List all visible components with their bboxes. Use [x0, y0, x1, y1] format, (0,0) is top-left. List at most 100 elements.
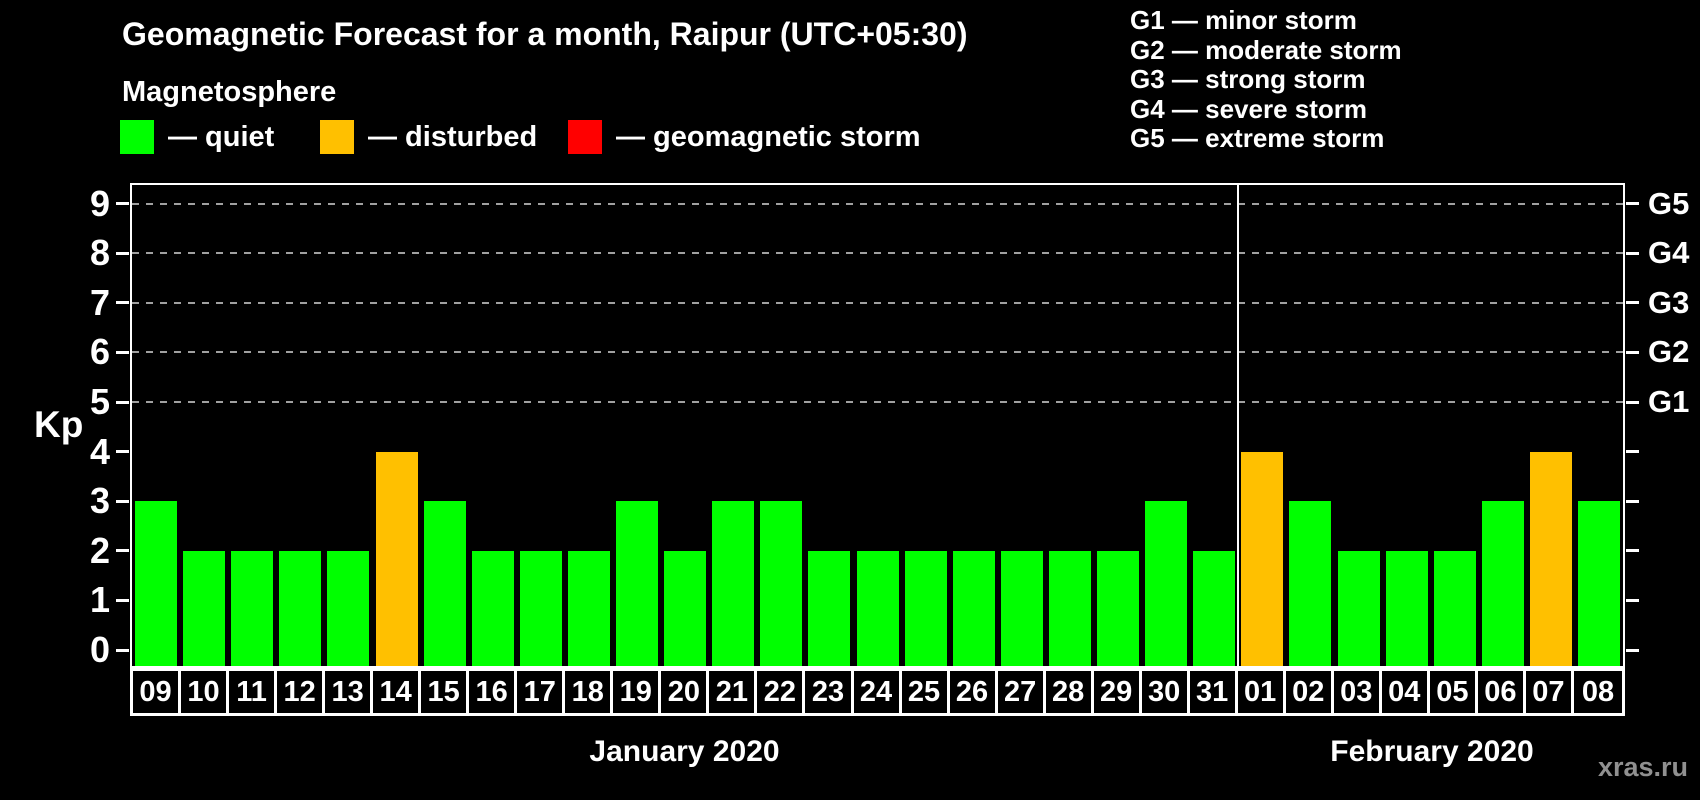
storm-scale-item-g3: G3 — strong storm	[1130, 64, 1366, 94]
day-label-30: 30	[1142, 671, 1190, 713]
day-label-16: 16	[469, 671, 518, 713]
g-scale-label-g2: G2	[1648, 334, 1690, 370]
storm-scale-item-g4: G4 — severe storm	[1130, 93, 1368, 124]
kp-bar-day-26	[952, 550, 995, 666]
gridline-kp5	[132, 401, 1623, 403]
y-axis-label-5: 5	[89, 381, 110, 422]
kp-bar-day-13	[327, 550, 370, 666]
y-axis-tick-left-6	[116, 350, 129, 354]
storm-scale-item-g1: G1 — minor storm	[1130, 5, 1357, 35]
kp-bar-day-22	[760, 501, 803, 666]
y-axis-tick-right-8	[1626, 251, 1639, 255]
day-label-28: 28	[1046, 671, 1094, 713]
day-label-15: 15	[421, 671, 470, 713]
page-title: Geomagnetic Forecast for a month, Raipur…	[122, 16, 968, 52]
day-label-13: 13	[325, 671, 374, 713]
day-label-19: 19	[613, 671, 662, 713]
y-axis-tick-right-6	[1626, 350, 1639, 354]
kp-bar-day-09	[135, 501, 177, 666]
kp-bar-day-17	[519, 550, 562, 666]
kp-bar-day-11	[231, 550, 274, 666]
kp-bar-day-16	[471, 550, 514, 666]
y-axis-tick-right-7	[1626, 301, 1639, 305]
y-axis-label-4: 4	[89, 430, 110, 472]
day-label-08: 08	[1581, 676, 1615, 708]
y-axis-tick-right-9	[1626, 202, 1639, 206]
kp-bar-day-12	[279, 550, 322, 666]
storm-scale-item-g5: G5 — extreme storm	[1130, 123, 1385, 153]
y-axis-tick-left-1	[116, 598, 129, 602]
disturbed-color-swatch	[320, 120, 354, 154]
y-axis-tick-left-8	[116, 251, 129, 255]
day-label-01: 01	[1238, 671, 1286, 713]
kp-bar-day-21	[712, 501, 755, 666]
y-axis-tick-left-4	[116, 450, 129, 454]
day-label-26: 26	[950, 671, 998, 713]
magnetosphere-label: Magnetosphere	[122, 76, 337, 108]
legend-item-disturbed: — disturbed	[320, 119, 537, 155]
day-label-24: 24	[854, 671, 902, 713]
kp-bar-day-02	[1289, 501, 1332, 666]
kp-bar-day-20	[664, 550, 707, 666]
kp-bar-day-06	[1481, 501, 1524, 666]
day-label-05: 05	[1430, 671, 1478, 713]
kp-bar-day-04	[1385, 550, 1428, 666]
day-label-10: 10	[181, 671, 229, 713]
y-axis-tick-right-2	[1626, 549, 1639, 553]
day-label-11: 11	[229, 671, 278, 713]
day-label-14: 14	[373, 671, 422, 713]
month-label-february: February 2020	[1330, 735, 1534, 768]
kp-bar-day-30	[1145, 501, 1188, 666]
x-axis-day-strip: 09 10 11 12 13 14 15 16 17 18 19 20 21 22 23 24 25 26 27 28…	[130, 668, 1625, 716]
kp-bar-day-28	[1048, 550, 1091, 666]
y-axis-label-3: 3	[89, 480, 110, 522]
day-label-02: 02	[1286, 671, 1334, 713]
gridline-kp7	[132, 301, 1623, 304]
storm-scale-legend: G1 — minor storm G2 — moderate storm G3 …	[1130, 5, 1402, 154]
y-axis-label-8: 8	[89, 232, 110, 274]
day-label-04: 04	[1382, 671, 1430, 713]
y-axis-tick-left-7	[116, 301, 129, 305]
watermark: xras.ru	[1597, 752, 1688, 782]
day-label-17: 17	[517, 671, 566, 713]
y-axis-tick-right-1	[1626, 598, 1639, 602]
gridline-kp9	[132, 202, 1623, 205]
kp-bar-day-15	[423, 501, 466, 666]
kp-bar-day-03	[1337, 550, 1380, 666]
day-label-07: 07	[1526, 671, 1574, 713]
kp-bar-day-01	[1241, 451, 1284, 666]
y-axis-tick-left-3	[116, 499, 129, 503]
y-axis-tick-left-0	[116, 648, 129, 652]
legend-label-disturbed: — disturbed	[368, 120, 538, 153]
kp-bar-day-29	[1097, 550, 1139, 666]
day-label-27: 27	[998, 671, 1046, 713]
day-label-22: 22	[757, 671, 806, 713]
kp-bar-day-19	[616, 501, 658, 666]
day-label-25: 25	[902, 671, 950, 713]
plot-area	[130, 183, 1625, 668]
y-axis-label-6: 6	[89, 331, 110, 373]
g-scale-label-g4: G4	[1648, 235, 1690, 271]
kp-bar-day-10	[183, 550, 226, 666]
y-axis-tick-right-4	[1626, 450, 1639, 454]
gridline-kp8	[132, 252, 1623, 255]
y-axis-tick-right-5	[1626, 400, 1639, 404]
legend-label-storm: — geomagnetic storm	[616, 120, 921, 153]
day-label-09: 09	[133, 671, 181, 713]
kp-bar-day-07	[1529, 451, 1572, 666]
day-label-06: 06	[1478, 671, 1526, 713]
kp-bar-day-27	[1000, 550, 1043, 666]
storm-color-swatch	[568, 120, 602, 154]
kp-bar-day-25	[904, 550, 947, 666]
y-axis-title: Kp	[34, 404, 84, 445]
y-axis-tick-left-5	[116, 400, 129, 404]
y-axis-tick-left-9	[116, 202, 129, 206]
day-label-29: 29	[1094, 671, 1142, 713]
day-label-31: 31	[1190, 671, 1238, 713]
g-scale-label-g3: G3	[1648, 284, 1690, 320]
day-label-21: 21	[709, 671, 758, 713]
y-axis-tick-right-3	[1626, 499, 1639, 503]
kp-bar-day-14	[375, 451, 418, 666]
y-axis-label-9: 9	[89, 182, 110, 224]
day-label-03: 03	[1334, 671, 1382, 713]
